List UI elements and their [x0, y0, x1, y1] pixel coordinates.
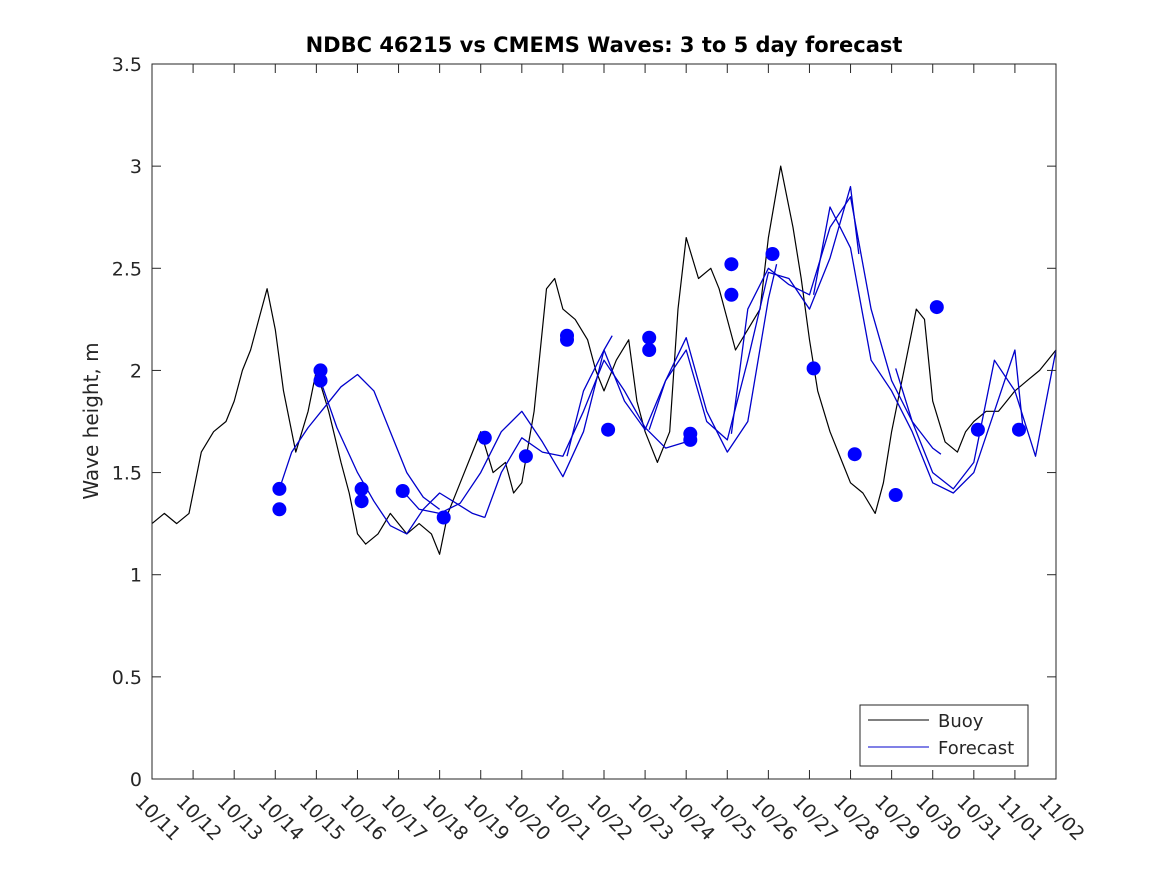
- forecast-line: [566, 264, 778, 457]
- forecast-marker: [724, 287, 739, 302]
- forecast-marker: [560, 332, 574, 347]
- forecast-series: [278, 185, 1057, 535]
- legend-box: [859, 704, 1029, 767]
- y-axis-label: Wave height, m: [79, 342, 103, 499]
- y-tick-label: 1: [130, 565, 142, 587]
- forecast-marker: [601, 422, 616, 437]
- forecast-marker: [970, 422, 985, 437]
- y-tick-label: 2: [130, 360, 142, 382]
- forecast-line: [402, 335, 613, 515]
- y-tick-label: 3: [130, 156, 142, 178]
- forecast-marker: [724, 257, 739, 272]
- y-tick-label: 3.5: [112, 54, 142, 76]
- forecast-marker: [847, 447, 862, 462]
- forecast-marker: [272, 502, 287, 517]
- axis-ticks: [151, 63, 1057, 780]
- forecast-line: [895, 349, 1057, 490]
- forecast-line: [730, 196, 942, 455]
- y-tick-label: 0.5: [112, 667, 142, 689]
- forecast-marker: [929, 300, 944, 315]
- legend-forecast-label: Forecast: [938, 738, 1014, 759]
- forecast-marker: [806, 361, 821, 376]
- y-tick-label: 2.5: [112, 258, 142, 280]
- forecast-marker: [395, 484, 410, 498]
- forecast-marker: [765, 247, 780, 261]
- forecast-marker: [683, 432, 698, 447]
- forecast-marker: [354, 494, 369, 509]
- forecast-marker: [272, 481, 287, 496]
- forecast-marker: [642, 330, 657, 345]
- y-tick-labels: 0 0.5 1 1.5 2 2.5 3 3.5: [112, 54, 142, 791]
- y-tick-label: 1.5: [112, 463, 142, 485]
- chart-title: NDBC 46215 vs CMEMS Waves: 3 to 5 day fo…: [306, 33, 903, 57]
- plot-background: [152, 64, 1056, 779]
- forecast-marker: [313, 363, 328, 378]
- legend: Buoy Forecast: [859, 704, 1029, 767]
- plot-area: [151, 63, 1057, 780]
- forecast-line: [812, 206, 1024, 494]
- forecast-line: [319, 380, 486, 535]
- buoy-series: [151, 165, 1057, 555]
- forecast-marker: [436, 510, 451, 525]
- forecast-marker: [888, 488, 903, 502]
- legend-buoy-label: Buoy: [938, 711, 984, 732]
- forecast-line: [648, 185, 860, 441]
- forecast-marker: [477, 430, 492, 445]
- forecast-line: [484, 359, 695, 518]
- forecast-markers: [272, 247, 1026, 525]
- forecast-marker: [313, 373, 328, 388]
- forecast-marker: [518, 449, 533, 464]
- y-tick-label: 0: [130, 769, 142, 791]
- forecast-marker: [1012, 422, 1026, 437]
- forecast-marker: [354, 481, 369, 496]
- buoy-line: [151, 165, 1057, 555]
- forecast-line: [278, 373, 440, 510]
- forecast-marker: [642, 343, 657, 357]
